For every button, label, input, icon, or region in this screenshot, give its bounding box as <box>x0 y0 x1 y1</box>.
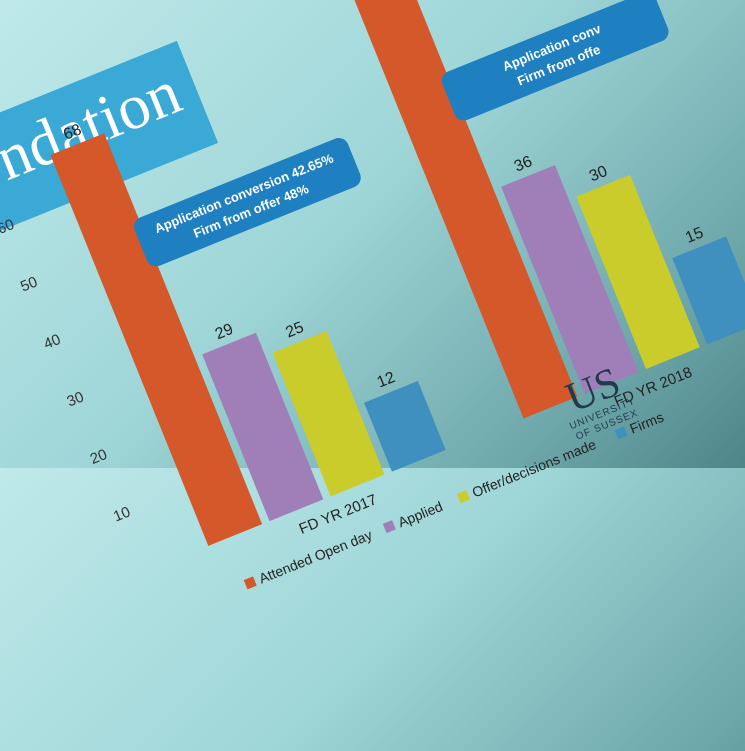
y-tick-label: 30 <box>65 388 87 410</box>
legend-swatch <box>243 576 257 590</box>
bar-0-1 <box>351 0 578 419</box>
bar-1-1 <box>501 165 639 394</box>
bar-3-1 <box>672 236 745 345</box>
y-tick-label: 10 <box>111 503 133 525</box>
legend-swatch <box>456 490 470 504</box>
data-label: 68 <box>61 121 84 143</box>
data-label: 25 <box>283 319 306 341</box>
data-label: 15 <box>683 224 706 246</box>
callout-background <box>134 138 361 267</box>
y-tick-label: 60 <box>0 216 17 238</box>
legend-swatch <box>614 426 628 440</box>
data-label: 29 <box>213 321 236 343</box>
callout-box: Application conversion 42.65%Firm from o… <box>134 138 361 267</box>
y-tick-label: 40 <box>41 331 63 353</box>
y-tick-label: 50 <box>18 273 40 295</box>
bar-2-0 <box>272 330 385 497</box>
bar-2-1 <box>576 174 700 370</box>
legend-label: Attended Open day <box>257 526 375 586</box>
data-label: 12 <box>375 369 398 391</box>
legend-swatch <box>382 520 396 534</box>
legend-label: Offer/decisions made <box>470 436 599 500</box>
callout-background <box>441 0 669 121</box>
data-label: 30 <box>587 163 610 185</box>
bar-0-0 <box>50 133 263 546</box>
bar-3-0 <box>364 380 446 472</box>
legend-label: Applied <box>396 498 445 530</box>
y-tick-label: 20 <box>88 446 110 468</box>
data-label: 36 <box>512 153 535 175</box>
